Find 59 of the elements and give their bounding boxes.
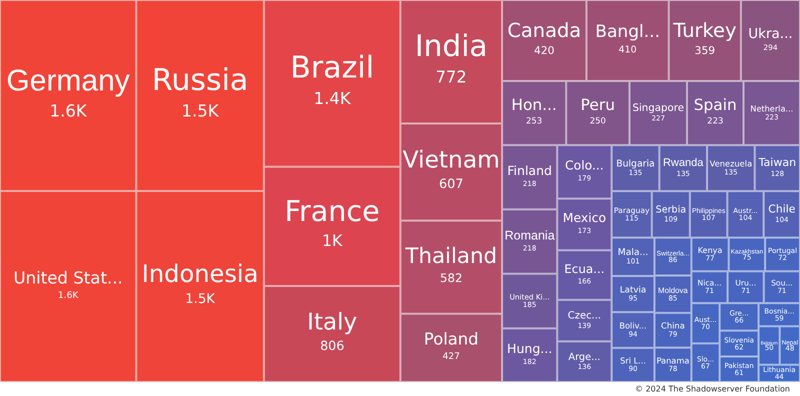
- category-label: Mexico: [562, 210, 606, 226]
- data-label: 582: [440, 270, 462, 285]
- data-label: 410: [618, 44, 637, 56]
- category-label: China: [661, 320, 685, 331]
- category-label: Finland: [507, 162, 552, 178]
- data-label: 1.6K: [58, 291, 80, 302]
- data-label: 253: [526, 116, 542, 126]
- data-label: 420: [534, 44, 555, 57]
- category-label: Latvia: [620, 285, 646, 296]
- category-label: Venezuela: [710, 158, 752, 169]
- category-label: Rwanda: [662, 157, 704, 170]
- text: © 2024 The Shadowserver Foundation: [635, 384, 790, 394]
- category-label: Singapore: [632, 103, 684, 114]
- category-label: Chile: [768, 202, 796, 216]
- data-label: 1.5K: [185, 292, 216, 308]
- category-label: Thailand: [404, 244, 498, 270]
- category-label: Czec...: [568, 310, 602, 322]
- category-label: Brazil: [290, 50, 374, 86]
- category-label: Colo...: [565, 158, 604, 173]
- data-label: 1K: [322, 231, 344, 250]
- category-label: Spain: [694, 96, 737, 114]
- data-label: 607: [439, 177, 464, 192]
- category-label: Romania: [504, 228, 555, 242]
- category-label: Canada: [507, 18, 582, 42]
- category-label: Arge...: [568, 352, 600, 363]
- category-label: Ukra...: [748, 26, 793, 42]
- category-label: United Stat...: [13, 268, 123, 288]
- category-label: Boliv...: [619, 320, 647, 330]
- category-label: Russia: [152, 62, 248, 98]
- data-label: 806: [320, 338, 344, 353]
- category-label: Mala...: [618, 247, 648, 258]
- data-label: 1.4K: [314, 89, 352, 108]
- data-label: 250: [590, 116, 606, 126]
- category-label: Ecua...: [564, 262, 605, 276]
- data-label: 223: [707, 116, 724, 126]
- category-label: Serbia: [656, 204, 686, 216]
- data-label: 1.6K: [50, 101, 88, 120]
- category-label: Poland: [424, 330, 479, 349]
- category-label: Sri L...: [620, 355, 646, 366]
- category-label: Taiwan: [758, 156, 796, 170]
- category-label: Bangl...: [595, 22, 660, 42]
- category-label: Hung...: [507, 340, 552, 356]
- data-label: 1.5K: [182, 101, 220, 120]
- category-label: Germany: [6, 64, 130, 98]
- category-label: France: [284, 194, 380, 228]
- category-label: Vietnam: [402, 146, 500, 174]
- data-label: 427: [442, 352, 460, 362]
- category-label: Bulgaria: [616, 158, 655, 170]
- data-label: 772: [436, 67, 467, 86]
- category-label: India: [414, 28, 488, 64]
- category-label: Panama: [656, 355, 690, 366]
- category-label: Kenya: [698, 246, 722, 255]
- category-label: Hon...: [511, 96, 557, 114]
- data-label: 359: [694, 44, 716, 57]
- category-label: Italy: [307, 310, 358, 336]
- category-label: Turkey: [672, 18, 736, 42]
- category-label: Peru: [580, 96, 615, 114]
- category-label: Netherla...: [750, 103, 794, 114]
- category-label: Indonesia: [142, 260, 258, 288]
